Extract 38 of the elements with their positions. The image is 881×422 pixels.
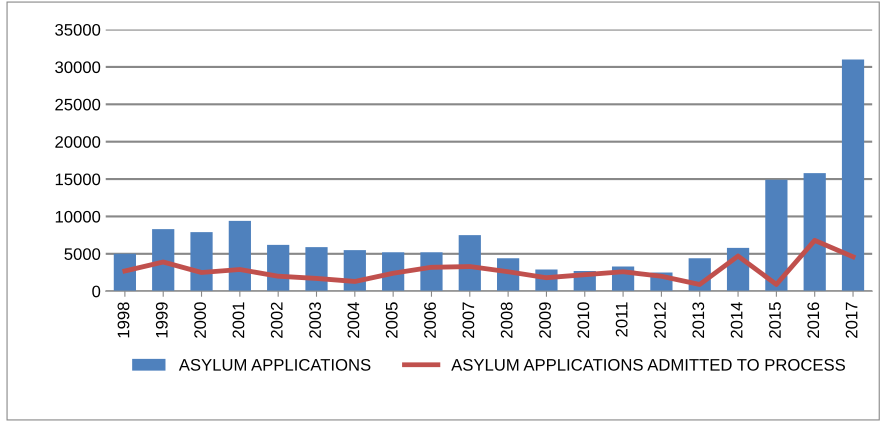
x-tick-label: 2014 <box>730 302 743 338</box>
y-tick-label: 35000 <box>55 24 100 36</box>
x-tick-label: 1998 <box>118 302 130 338</box>
x-tick-label: 2013 <box>692 302 704 338</box>
x-tick-label: 2008 <box>500 302 513 338</box>
line-series <box>122 238 856 287</box>
x-tick-label: 2012 <box>654 302 666 338</box>
bar <box>458 235 481 292</box>
y-tick-label: 20000 <box>55 136 100 148</box>
bar <box>190 232 213 292</box>
y-tick-label: 25000 <box>55 98 100 110</box>
y-tick-label: 10000 <box>56 210 100 223</box>
bar <box>228 220 251 292</box>
y-tick-label: 0 <box>92 286 100 298</box>
x-tick-label: 2016 <box>807 302 820 338</box>
bar <box>765 180 788 292</box>
legend-label: ASYLUM APPLICATIONS ADMITTED TO PROCESS <box>451 358 845 371</box>
x-tick-label: 2010 <box>577 302 590 338</box>
x-tick-label: 2000 <box>194 302 206 338</box>
x-tick-label: 2009 <box>539 302 551 338</box>
x-tick-label: 2006 <box>424 302 436 338</box>
bar <box>804 173 826 292</box>
x-tick-label: 2011 <box>616 302 628 337</box>
x-tick-label: 2015 <box>769 302 781 338</box>
bar <box>842 59 864 292</box>
y-tick-label: 15000 <box>56 173 100 186</box>
x-tick-label: 2005 <box>386 302 398 338</box>
x-tick-label: 1999 <box>156 302 168 338</box>
x-tick-label: 2001 <box>232 302 244 338</box>
x-tick-label: 2002 <box>270 302 283 338</box>
y-tick-label: 5000 <box>64 248 100 260</box>
bar <box>152 229 174 292</box>
y-tick-label: 30000 <box>55 61 100 74</box>
legend-label: ASYLUM APPLICATIONS <box>178 358 370 371</box>
x-tick-label: 2017 <box>846 302 858 338</box>
x-tick-label: 2007 <box>462 302 474 338</box>
x-tick-label: 2004 <box>347 302 360 338</box>
x-tick-label: 2003 <box>309 302 321 338</box>
